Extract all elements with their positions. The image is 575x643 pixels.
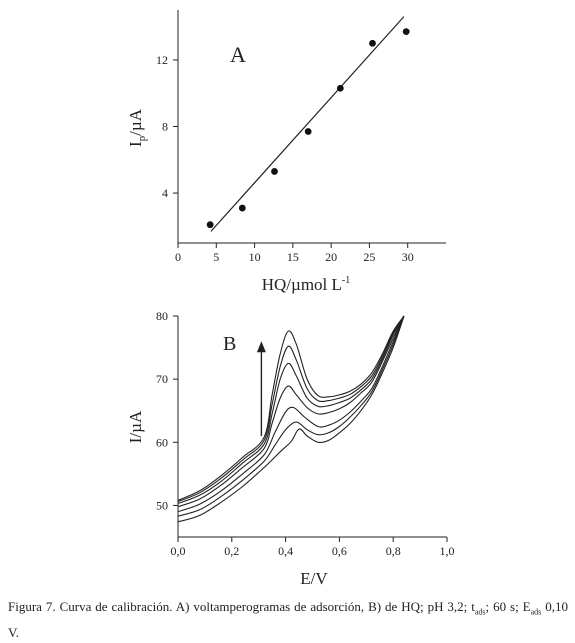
voltammogram-curve-4 [177,315,405,508]
y-tick-label: 60 [156,435,168,449]
panel-label-b: B [223,333,236,355]
voltammogram-curve-5 [177,315,405,505]
x-tick-label: 30 [402,250,414,264]
panel-label-a: A [230,42,246,67]
x-tick-label: 15 [287,250,299,264]
data-point [206,221,214,229]
y-axis-label: Ip/µA [126,108,148,147]
y-tick-label: 4 [162,186,168,200]
y-axis-label: I/µA [126,410,145,443]
figure-caption: Figura 7. Curva de calibración. A) volta… [8,599,568,640]
voltammogram-plot: 0,0 0,2 0,4 0,6 0,8 1,0 50 60 70 80 B I/µA E/V [126,309,455,588]
x-tick-label: 10 [249,250,261,264]
figure: 0 5 10 15 20 25 30 4 8 12 A Ip/µA HQ/µmol L-1 0,… [126,10,455,588]
data-point [369,39,376,47]
x-tick-label: 0,8 [386,544,401,558]
voltammogram-curve-1 [177,315,405,523]
x-tick-label: 20 [325,250,337,264]
x-axis-ticks: 0,0 0,2 0,4 0,6 0,8 1,0 [171,537,455,558]
y-tick-label: 12 [156,53,168,67]
data-point [304,128,312,135]
x-tick-label: 0 [175,250,181,264]
data-point [336,84,344,92]
regression-line [210,16,405,232]
data-point [271,168,278,175]
y-tick-label: 70 [156,372,168,386]
x-tick-label: 0,4 [278,544,293,558]
y-tick-label: 8 [162,120,168,134]
voltammogram-curve-2 [177,315,405,517]
x-tick-label: 0,0 [171,544,186,558]
increase-arrow [256,341,266,436]
y-axis-ticks: 50 60 70 80 [156,309,178,512]
voltammogram-curve-6 [177,315,405,503]
x-tick-label: 0,2 [224,544,239,558]
y-axis-ticks: 4 8 12 [156,53,178,200]
x-tick-label: 25 [363,250,375,264]
x-tick-label: 5 [213,250,219,264]
voltammogram-curve-7 [177,315,405,501]
y-tick-label: 50 [156,498,168,512]
data-point [238,204,246,212]
data-points [206,28,410,229]
x-axis-label: HQ/µmol L-1 [262,275,351,294]
y-tick-label: 80 [156,309,168,323]
x-tick-label: 1,0 [440,544,455,558]
x-tick-label: 0,6 [332,544,347,558]
x-axis-ticks: 0 5 10 15 20 25 30 [175,243,414,264]
x-axis-label: E/V [300,569,328,588]
voltammogram-curve-3 [177,315,405,513]
voltammogram-curves [177,315,405,523]
data-point [402,28,410,36]
calibration-plot: 0 5 10 15 20 25 30 4 8 12 A Ip/µA HQ/µmol L-1 [126,10,446,294]
